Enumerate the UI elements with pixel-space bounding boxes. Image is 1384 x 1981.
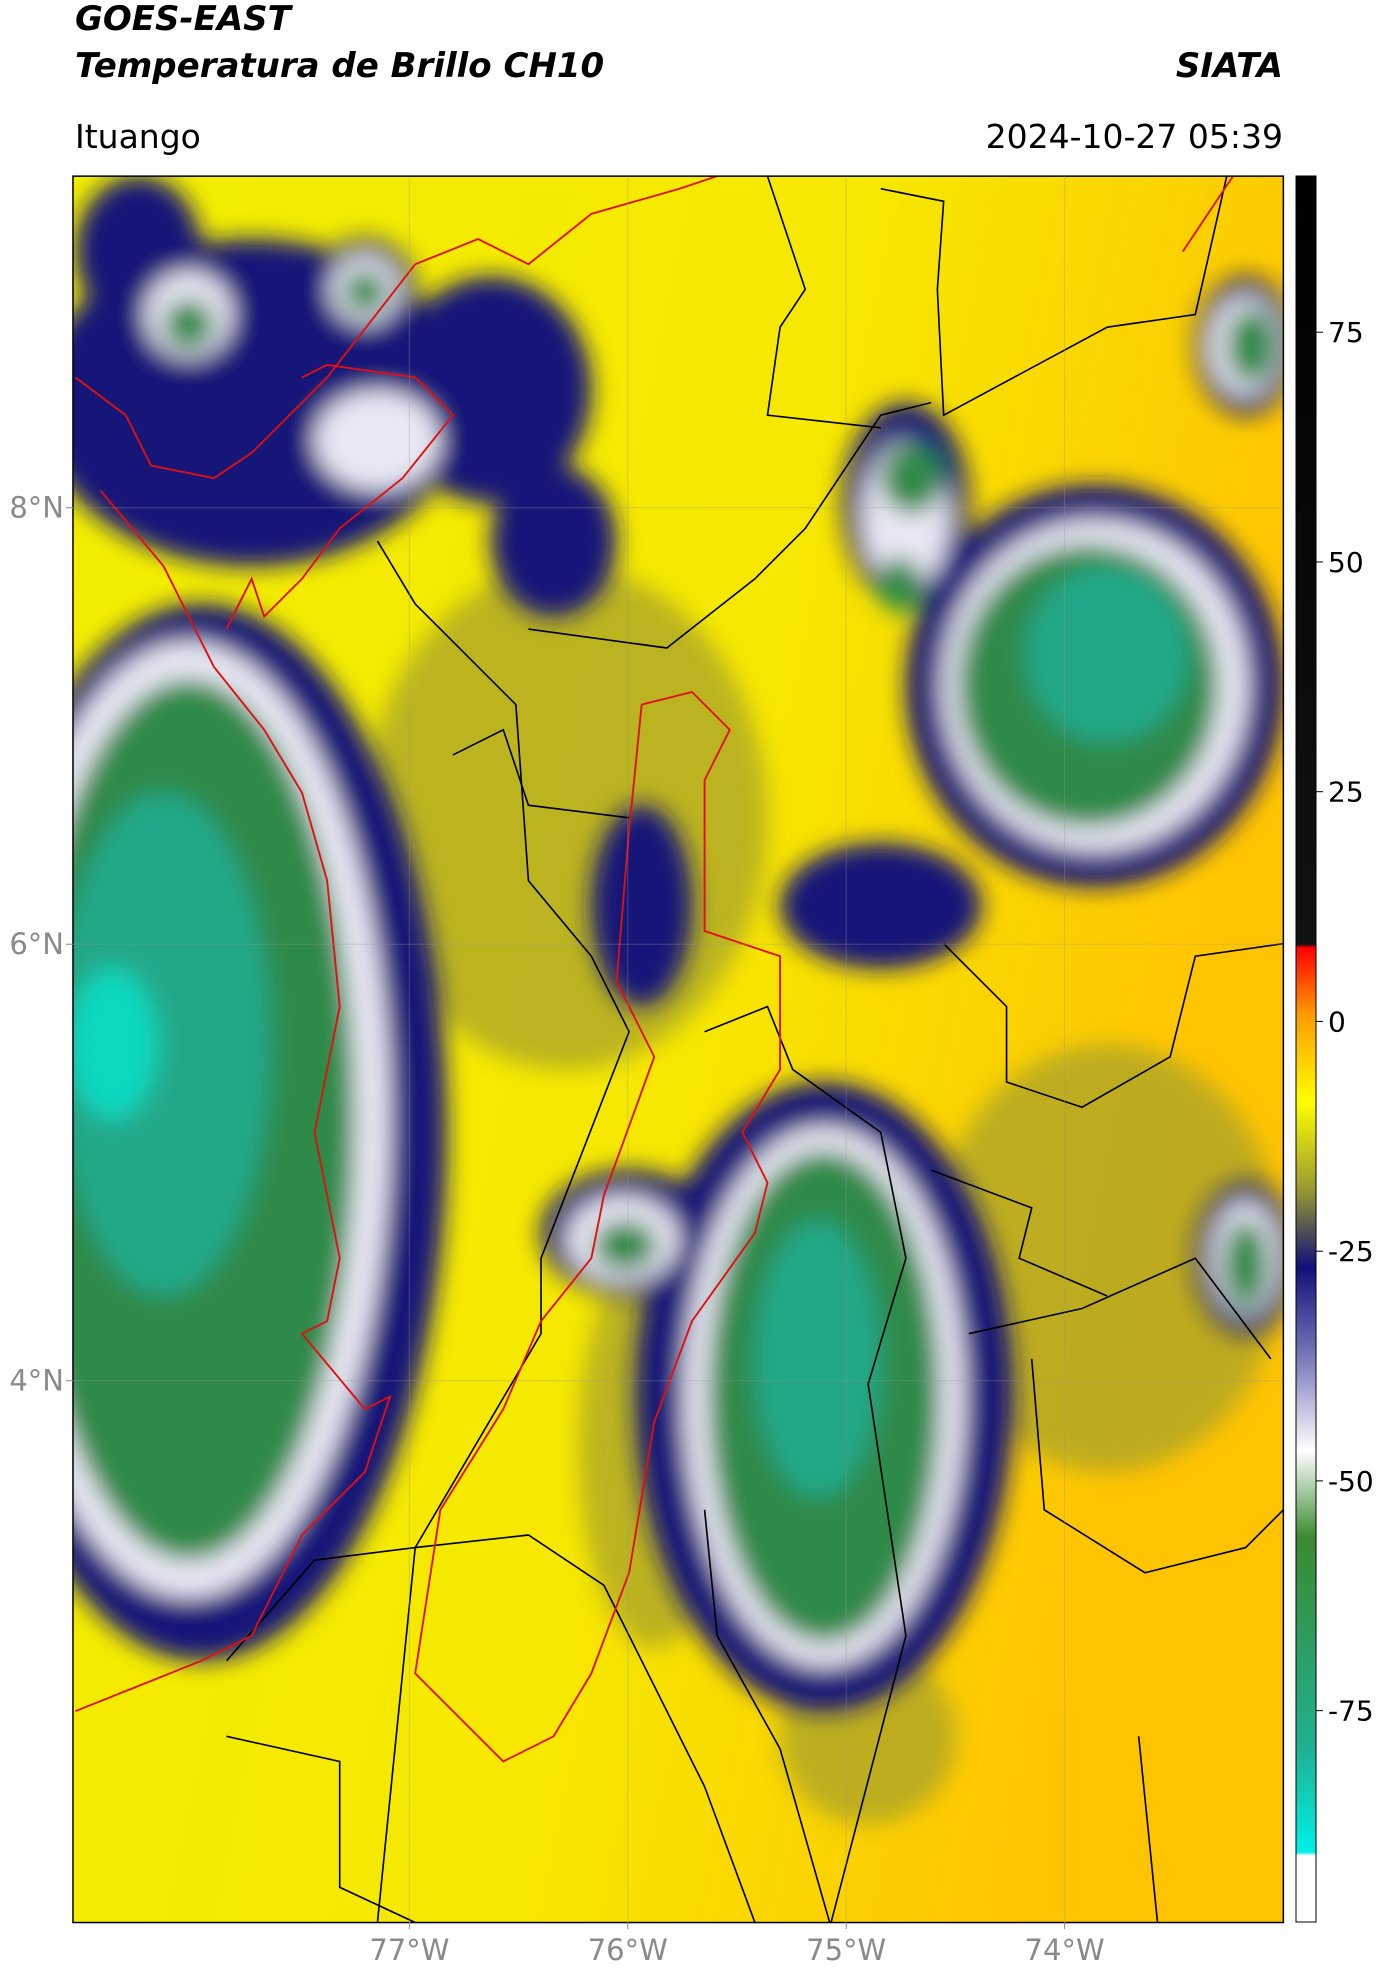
brand: SIATA: [1176, 46, 1283, 86]
title-line2: Temperatura de Brillo CH10: [75, 46, 604, 86]
y-tick-label: 4°N: [9, 1364, 64, 1398]
y-tick-label: 8°N: [9, 491, 64, 525]
y-tick-label: 6°N: [9, 927, 64, 961]
title-line1: GOES-EAST: [75, 0, 294, 39]
x-tick-label: 76°W: [588, 1933, 668, 1967]
colorbar-tick-label: -50: [1328, 1465, 1374, 1498]
colorbar-tick-label: 75: [1328, 316, 1364, 349]
x-tick-label: 77°W: [369, 1933, 449, 1967]
colorbar-tick-label: 50: [1328, 546, 1364, 579]
colorbar-tick-label: -75: [1328, 1695, 1374, 1728]
colorbar-tick-label: -25: [1328, 1235, 1374, 1268]
datetime: 2024-10-27 05:39: [986, 117, 1283, 156]
map: [72, 175, 1285, 1924]
colorbar-tick-label: 25: [1328, 776, 1364, 809]
x-tick-label: 75°W: [806, 1933, 886, 1967]
location: Ituango: [75, 117, 201, 156]
grid: [73, 176, 1283, 1922]
x-tick-label: 74°W: [1025, 1933, 1105, 1967]
colorbar-tick-label: 0: [1328, 1005, 1346, 1038]
colorbar: [1295, 175, 1317, 1923]
